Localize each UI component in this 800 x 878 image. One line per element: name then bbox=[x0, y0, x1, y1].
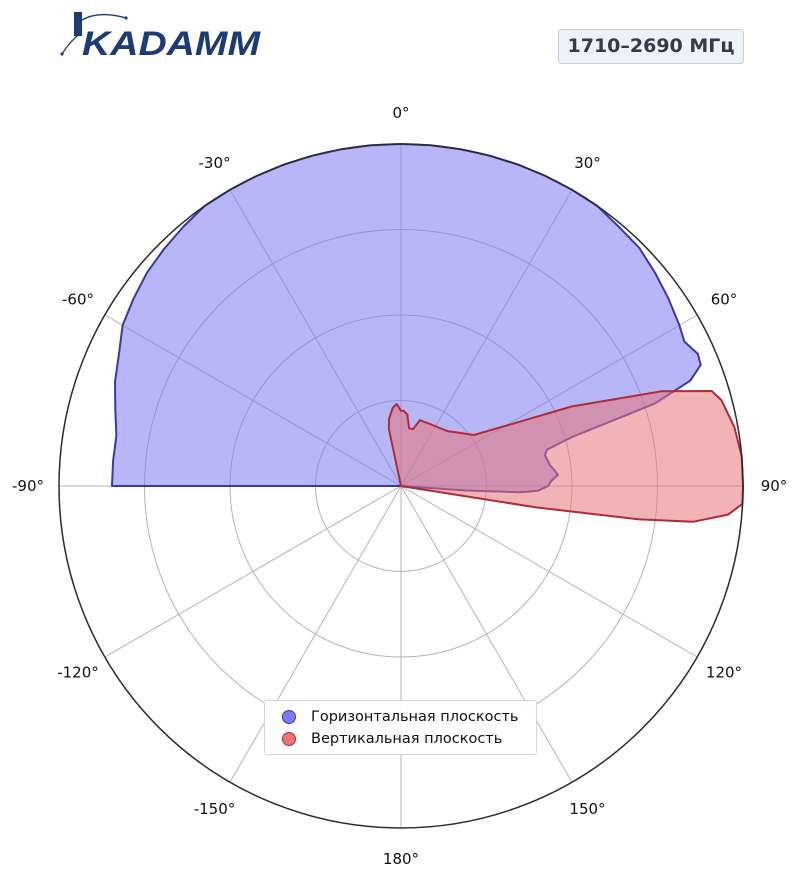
angle-tick-label: -90° bbox=[12, 477, 44, 495]
legend-item-horizontal: Горизонтальная плоскость bbox=[282, 707, 518, 727]
legend-marker-horizontal bbox=[282, 710, 296, 724]
angle-tick-labels: 0° 30° 60° 90° 120° 150° 180° -150° -120° -90° -60… bbox=[12, 104, 787, 868]
frequency-range-badge: 1710–2690 МГц bbox=[558, 29, 744, 64]
angle-tick-label: -30° bbox=[199, 154, 231, 172]
legend-label-horizontal: Горизонтальная плоскость bbox=[311, 709, 519, 725]
legend-label-vertical: Вертикальная плоскость bbox=[311, 731, 503, 747]
angle-tick-label: 180° bbox=[383, 850, 419, 868]
angle-tick-label: 150° bbox=[569, 800, 605, 818]
angular-gridline-7 bbox=[229, 485, 402, 783]
kadamm-logo: KADAMM bbox=[60, 12, 261, 63]
polar-frame bbox=[58, 143, 744, 829]
angle-tick-label: -150° bbox=[194, 800, 236, 818]
angle-tick-label: -60° bbox=[62, 291, 94, 309]
angular-gridline-5 bbox=[400, 485, 573, 783]
angle-tick-label: 90° bbox=[761, 477, 788, 495]
angle-tick-label: 120° bbox=[706, 664, 742, 682]
series-area-1 bbox=[387, 390, 744, 523]
angle-tick-label: 30° bbox=[574, 154, 601, 172]
angle-tick-label: -120° bbox=[57, 664, 99, 682]
logo-wordmark: KADAMM bbox=[82, 25, 261, 63]
legend-marker-vertical bbox=[282, 732, 296, 746]
angle-tick-label: 0° bbox=[392, 104, 409, 122]
polar-outer-frame bbox=[58, 143, 744, 829]
angular-gridline-8 bbox=[104, 485, 402, 658]
legend-item-vertical: Вертикальная плоскость bbox=[282, 729, 502, 749]
chart-legend: Горизонтальная плоскость Вертикальная пл… bbox=[264, 700, 537, 755]
angle-tick-label: 60° bbox=[711, 291, 738, 309]
angular-gridline-4 bbox=[400, 485, 698, 658]
logo-graphic-mark bbox=[60, 12, 128, 56]
polar-series bbox=[111, 143, 744, 523]
